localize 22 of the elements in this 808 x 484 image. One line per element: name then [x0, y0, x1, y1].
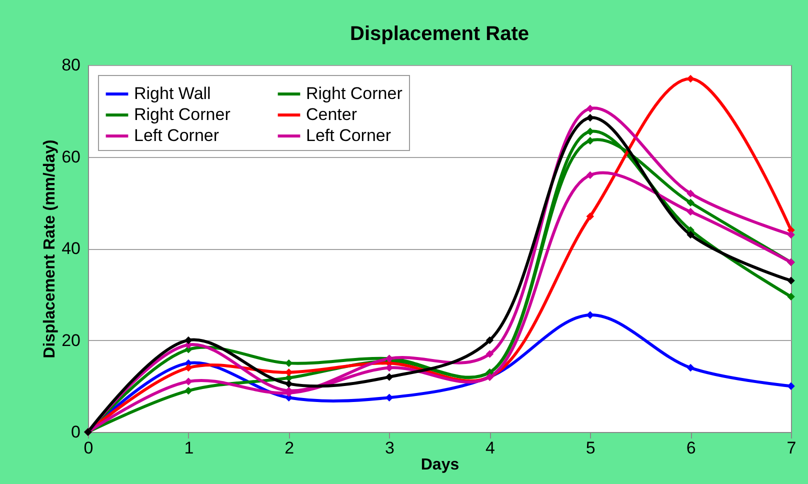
legend-label: Right Wall	[134, 84, 211, 103]
legend-label: Center	[306, 105, 358, 124]
x-tick-label: 6	[686, 438, 696, 458]
y-axis-title: Displacement Rate (mm/day)	[42, 140, 59, 358]
y-tick-label: 40	[62, 239, 80, 258]
x-tick-label: 4	[485, 438, 495, 458]
legend-label: Right Corner	[134, 105, 231, 124]
legend-label: Left Corner	[306, 126, 392, 145]
x-tick-label: 1	[184, 438, 194, 458]
legend-label: Right Corner	[306, 84, 403, 103]
y-tick-label: 80	[62, 56, 80, 74]
x-tick-label: 7	[786, 438, 796, 458]
chart-title: Displacement Rate	[350, 23, 529, 45]
y-tick-label: 60	[62, 147, 80, 166]
x-axis-title: Days	[420, 456, 460, 474]
y-tick-label: 0	[71, 422, 80, 442]
x-tick-label: 5	[586, 438, 596, 458]
x-tick-label: 0	[84, 438, 94, 458]
y-tick-label: 20	[62, 330, 80, 350]
x-tick-label: 2	[284, 438, 294, 458]
x-tick-label: 3	[385, 438, 395, 458]
legend-label: Left Corner	[134, 126, 220, 145]
